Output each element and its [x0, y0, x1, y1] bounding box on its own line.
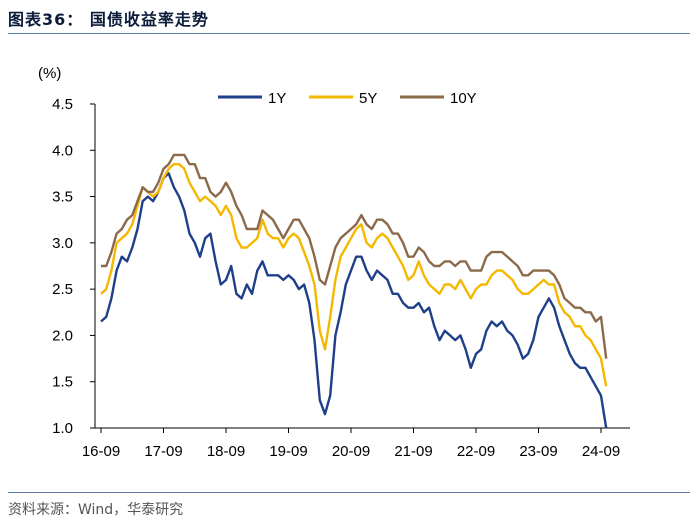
y-axis-unit-label: (%) [38, 65, 61, 82]
source-rule [8, 492, 690, 493]
y-tick-label: 3.5 [52, 189, 73, 206]
legend: 1Y 5Y 10Y [218, 90, 477, 107]
x-tick-label: 22-09 [457, 443, 495, 460]
y-tick-label: 2.5 [52, 281, 73, 298]
series-line-10y [101, 153, 608, 359]
series-lines [100, 153, 608, 429]
source-note: 资料来源：Wind，华泰研究 [8, 502, 184, 518]
figure-title: 图表36： 国债收益率走势 [8, 10, 209, 29]
x-tick-label: 17-09 [144, 443, 182, 460]
x-tick-label: 18-09 [207, 443, 245, 460]
plot-area [94, 104, 630, 429]
legend-label-5y: 5Y [359, 90, 377, 107]
x-tick-label: 21-09 [394, 443, 432, 460]
legend-label-10y: 10Y [450, 90, 477, 107]
x-axis: 16-09 17-09 18-09 19-09 20-09 21-09 22-09 23-09… [82, 428, 620, 460]
x-tick-label: 23-09 [519, 443, 557, 460]
y-tick-label: 4.5 [52, 96, 73, 113]
x-tick-label: 20-09 [332, 443, 370, 460]
series-line-5y [100, 162, 608, 387]
x-tick-label: 16-09 [82, 443, 120, 460]
y-tick-label: 2.0 [52, 327, 73, 344]
y-tick-label: 3.0 [52, 235, 73, 252]
x-tick-label: 24-09 [582, 443, 620, 460]
y-tick-label: 4.0 [52, 142, 73, 159]
y-tick-label: 1.0 [52, 420, 73, 437]
series-line-1y [100, 172, 608, 429]
x-tick-label: 19-09 [269, 443, 307, 460]
y-axis: 1.0 1.5 2.0 2.5 3.0 3.5 4.0 4.5 [52, 96, 95, 437]
title-rule [8, 33, 690, 34]
legend-label-1y: 1Y [268, 90, 286, 107]
y-tick-label: 1.5 [52, 374, 73, 391]
